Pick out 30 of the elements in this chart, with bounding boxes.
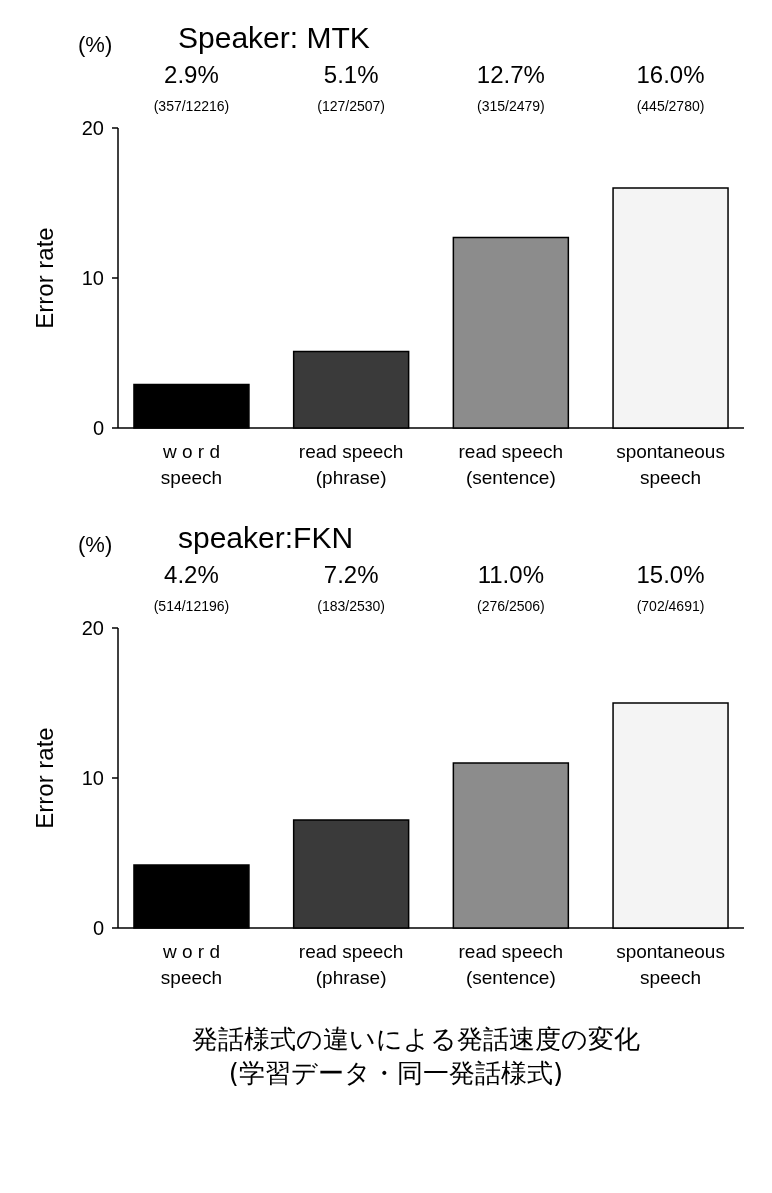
data-label: 7.2% (183/2530): [317, 561, 386, 614]
x-tick-label: spontaneous speech: [616, 941, 725, 988]
data-label: 12.7% (315/2479): [476, 61, 545, 114]
x-tick-label: w o r d speech: [160, 941, 223, 988]
y-axis-title: Error rate: [31, 227, 58, 329]
y-tick-label: 20: [81, 617, 104, 639]
data-label: 2.9% (357/12216): [153, 61, 230, 114]
y-tick-label: 0: [92, 917, 104, 939]
data-label: 16.0% (445/2780): [636, 61, 705, 114]
text: 発話様式の違いによる発話速度の変化: [192, 1024, 640, 1054]
text: (学習データ・同一発話様式): [228, 1058, 564, 1088]
x-tick-label: read speech (sentence): [458, 441, 564, 488]
x-tick-label: read speech (sentence): [458, 941, 564, 988]
data-label: 4.2% (514/12196): [153, 561, 230, 614]
x-tick-label: read speech (phrase): [298, 441, 404, 488]
text: (%): [78, 32, 113, 57]
y-tick-label: 10: [81, 267, 104, 289]
data-label: 11.0% (276/2506): [476, 561, 545, 614]
x-tick-label: spontaneous speech: [616, 441, 725, 488]
y-tick-label: 10: [81, 767, 104, 789]
x-tick-label: read speech (phrase): [298, 941, 404, 988]
y-tick-label: 20: [81, 117, 104, 139]
chart-title: Speaker: MTK: [178, 21, 370, 54]
text: (%): [78, 532, 113, 557]
x-tick-label: w o r d speech: [160, 441, 223, 488]
y-tick-label: 0: [92, 417, 104, 439]
data-label: 5.1% (127/2507): [317, 61, 386, 114]
chart-title: speaker:FKN: [178, 521, 354, 554]
data-label: 15.0% (702/4691): [636, 561, 705, 614]
y-axis-title: Error rate: [31, 727, 58, 829]
